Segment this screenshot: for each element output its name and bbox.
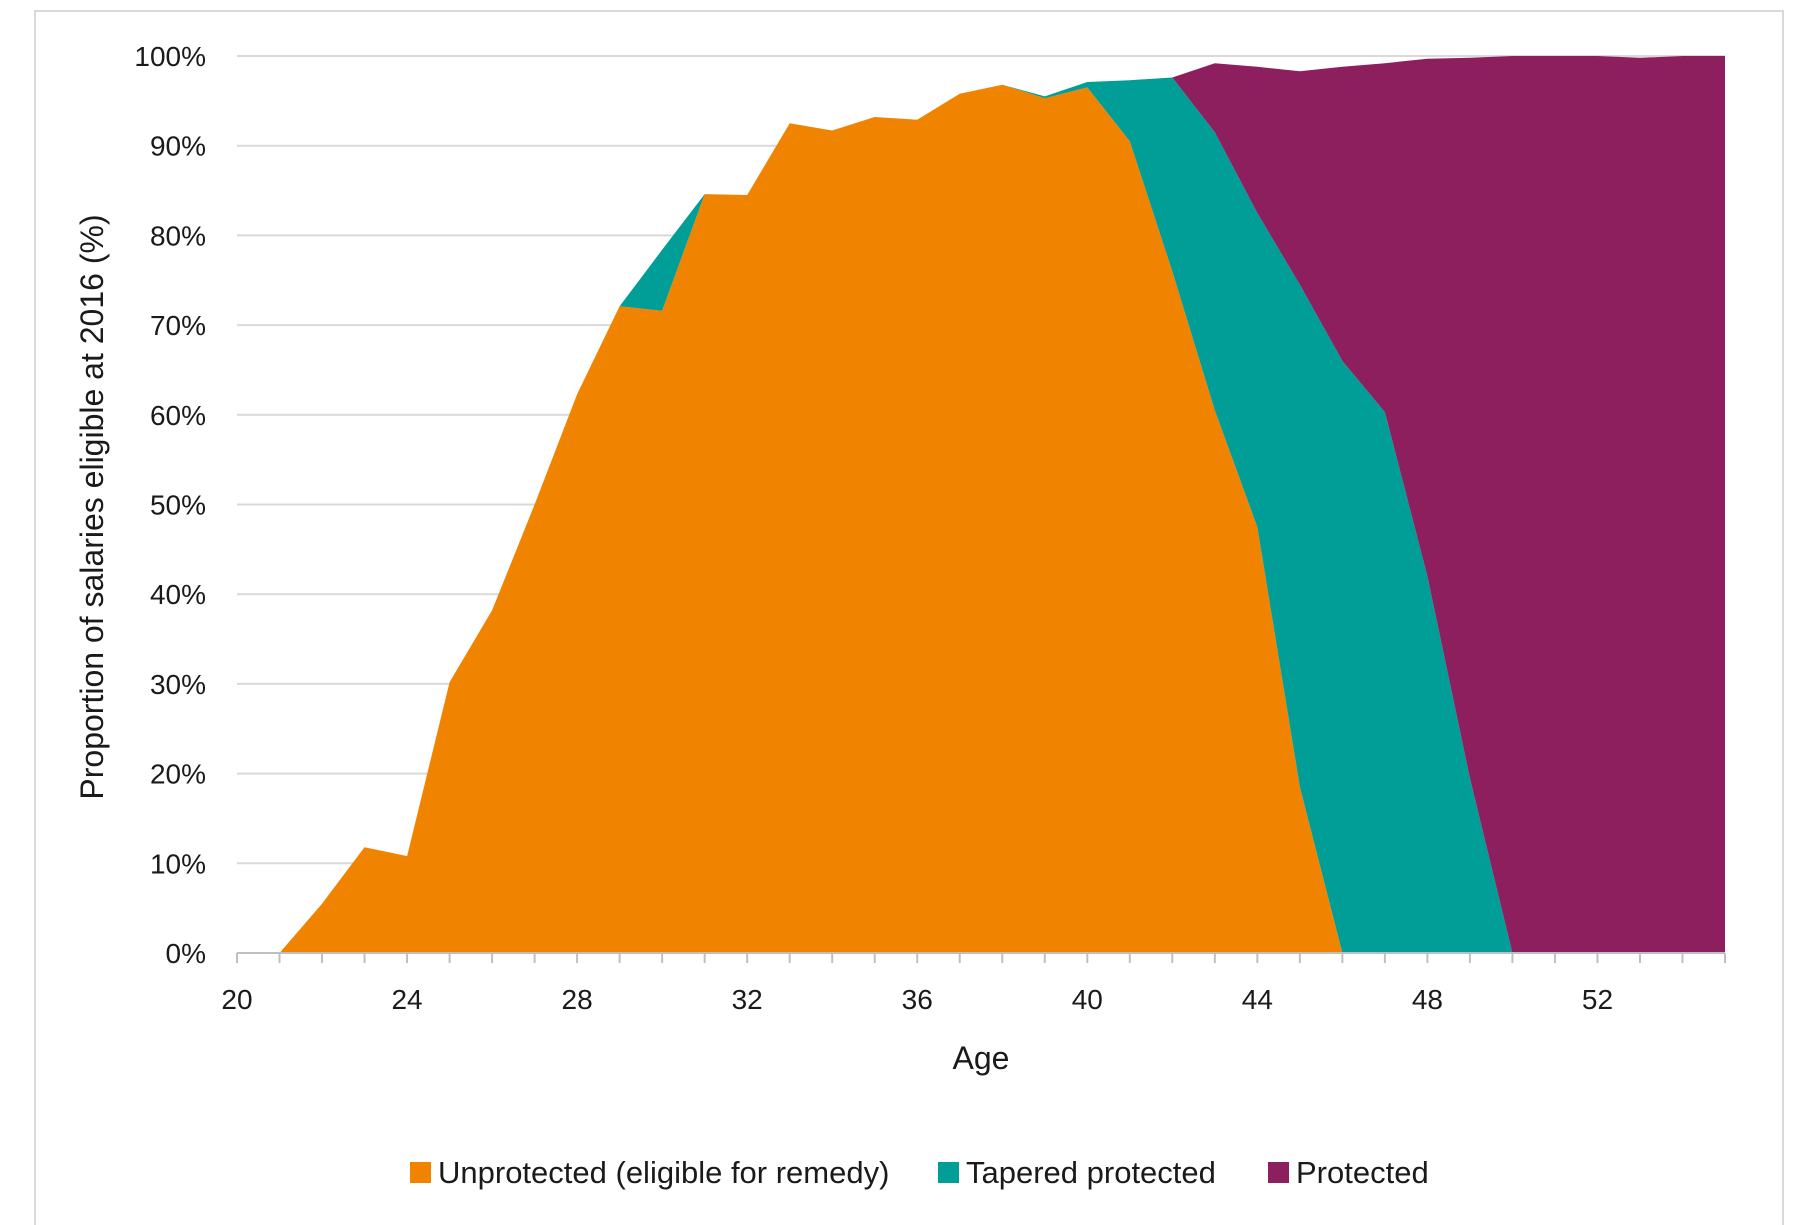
y-tick-label: 40%	[150, 579, 206, 610]
area-series-2	[279, 77, 1725, 953]
legend-label: Protected	[1296, 1155, 1429, 1190]
legend-label: Unprotected (eligible for remedy)	[438, 1155, 889, 1190]
x-tick-label: 44	[1242, 984, 1273, 1015]
legend: Unprotected (eligible for remedy) Tapered…	[410, 1155, 1429, 1190]
x-tick-label: 48	[1412, 984, 1443, 1015]
x-tick-label: 40	[1072, 984, 1103, 1015]
x-tick-label: 28	[562, 984, 593, 1015]
legend-label: Tapered protected	[966, 1155, 1216, 1190]
legend-swatch	[410, 1162, 431, 1183]
x-tick-labels: 20 24 28 32 36 40 44 48 52	[221, 984, 1613, 1015]
x-tick-label: 20	[221, 984, 252, 1015]
axes	[236, 952, 1726, 963]
y-axis-title: Proportion of salaries eligible at 2016 …	[74, 214, 110, 799]
y-tick-label: 0%	[166, 938, 206, 969]
x-tick-label: 24	[391, 984, 422, 1015]
area-series-1	[279, 84, 1725, 953]
y-tick-label: 90%	[150, 131, 206, 162]
area-series	[279, 56, 1725, 953]
x-tick-label: 36	[902, 984, 933, 1015]
y-tick-label: 60%	[150, 400, 206, 431]
y-tick-label: 70%	[150, 310, 206, 341]
y-tick-label: 50%	[150, 490, 206, 521]
x-tick-label: 32	[732, 984, 763, 1015]
legend-swatch	[938, 1162, 959, 1183]
y-tick-labels: 0% 10% 20% 30% 40% 50% 60% 70% 80% 90% 100%	[134, 41, 206, 969]
y-tick-label: 10%	[150, 848, 206, 879]
y-tick-label: 30%	[150, 669, 206, 700]
x-axis-title: Age	[953, 1040, 1010, 1076]
y-tick-label: 100%	[134, 41, 206, 72]
y-tick-label: 20%	[150, 759, 206, 790]
area-series-3	[279, 56, 1725, 953]
x-tick-label: 52	[1582, 984, 1613, 1015]
legend-swatch	[1268, 1162, 1289, 1183]
y-tick-label: 80%	[150, 220, 206, 251]
